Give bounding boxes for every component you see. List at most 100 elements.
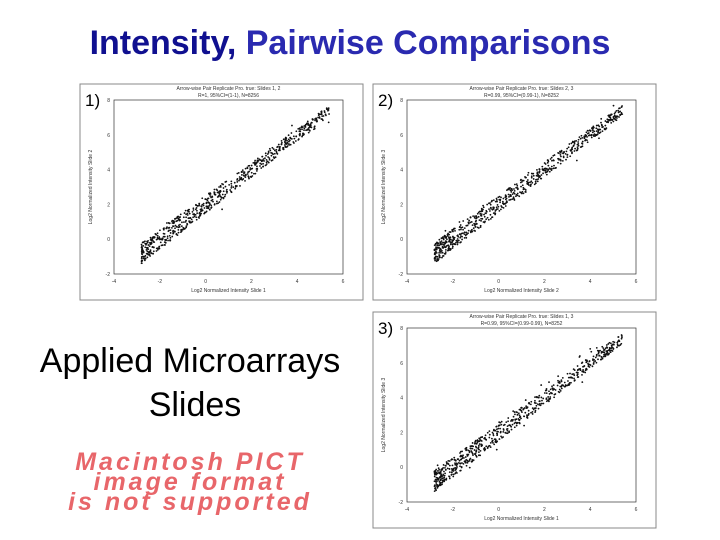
point [195,207,198,209]
point [516,187,519,190]
point [477,451,480,454]
point [574,147,577,150]
point [443,246,445,249]
point [443,470,445,473]
point [560,379,563,382]
point [479,226,482,228]
point [594,360,597,362]
point [213,203,216,205]
point [474,220,477,223]
point [205,202,208,205]
x-tick-label: -2 [158,279,163,285]
point [458,221,461,223]
point [523,424,525,427]
point [242,171,245,173]
point [159,241,162,244]
point [210,196,212,199]
point [600,117,603,120]
point [301,135,303,138]
point [183,212,186,214]
point [454,468,457,471]
point [538,168,541,171]
point [521,184,524,187]
point [294,140,297,142]
point [164,244,166,246]
point [230,180,233,183]
point [166,235,169,238]
point [461,226,464,229]
point [613,112,616,115]
point [468,466,471,469]
scatter-panel: 2) Arrow-wise Pair Replicate Pro. true: S… [372,83,657,301]
point [476,212,479,215]
point [275,150,278,153]
point [520,185,522,188]
point [592,355,595,358]
point [515,183,518,186]
point [165,227,168,230]
point [436,242,439,245]
point [543,392,546,394]
point [485,218,488,221]
point [500,420,503,423]
point [150,251,152,254]
point [529,181,531,184]
point [454,472,457,475]
point [621,336,623,339]
point [169,239,172,242]
caption-line: Slides [149,386,242,424]
point [297,138,300,140]
point [289,143,292,146]
point [488,202,490,205]
point [588,134,591,136]
point [196,204,199,207]
point [436,247,438,249]
point [619,114,622,117]
point [266,160,269,163]
point [577,141,580,143]
point [223,195,226,198]
point [561,384,564,386]
point [452,470,455,472]
point [439,481,442,484]
point [471,451,473,454]
point [209,195,212,197]
point [199,214,201,217]
point [182,216,185,219]
point [475,455,478,458]
point [525,405,528,408]
point [240,178,243,181]
point [514,183,516,186]
point [506,425,509,428]
point [502,428,505,430]
point [327,109,329,112]
point [547,164,550,167]
point [298,130,301,133]
point [585,134,588,137]
point [619,344,622,346]
point [459,452,461,454]
point [274,156,277,159]
y-tick-label: 8 [400,326,403,332]
point [448,477,451,480]
point [448,237,451,240]
point [487,218,490,221]
point [435,260,438,263]
point [560,380,563,383]
point [502,436,504,438]
point [441,481,444,484]
point [458,459,461,462]
point [545,400,548,403]
point [520,178,522,181]
point [535,178,537,181]
point [494,439,497,442]
point [511,419,514,422]
point [238,178,241,180]
x-tick-label: 2 [543,279,546,285]
point [507,420,509,423]
x-tick-label: 4 [589,507,592,513]
point [303,129,305,131]
point [540,174,543,176]
point [158,245,161,248]
point [552,159,555,162]
